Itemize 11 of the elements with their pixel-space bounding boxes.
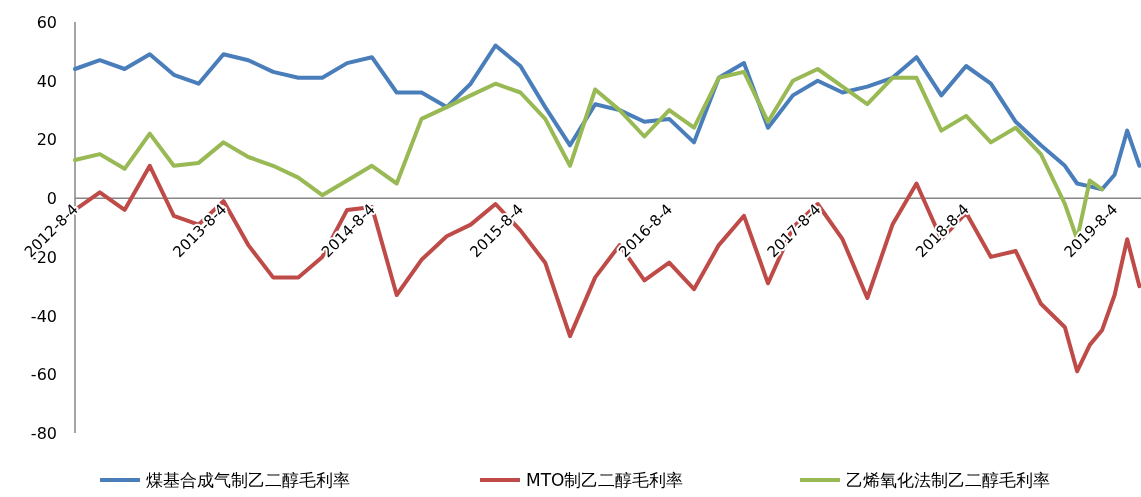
y-tick-label: 40 bbox=[36, 71, 57, 91]
y-tick-label: 0 bbox=[46, 189, 57, 209]
y-tick-label: 20 bbox=[36, 130, 57, 150]
legend-label: MTO制乙二醇毛利率 bbox=[526, 470, 684, 490]
y-tick-label: -80 bbox=[30, 424, 57, 443]
y-tick-label: 60 bbox=[36, 13, 57, 32]
y-tick-label: -40 bbox=[30, 306, 57, 326]
line-series bbox=[73, 43, 1141, 192]
y-tick-label: -60 bbox=[30, 365, 57, 385]
legend-label: 乙烯氧化法制乙二醇毛利率 bbox=[846, 470, 1050, 490]
legend-label: 煤基合成气制乙二醇毛利率 bbox=[146, 470, 350, 490]
